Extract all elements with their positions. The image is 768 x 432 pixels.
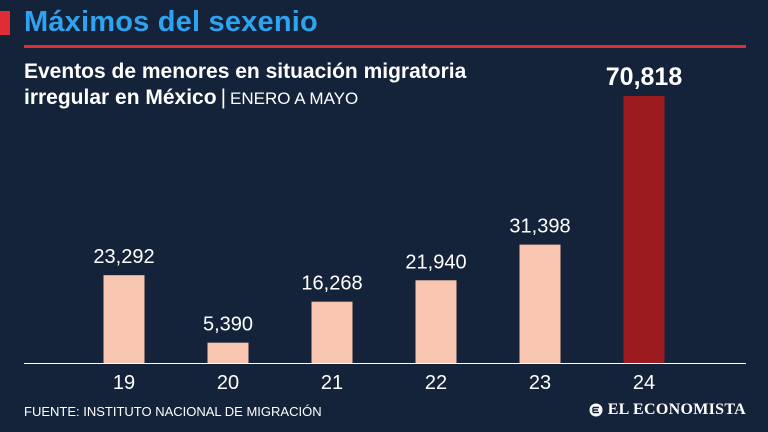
subtitle-separator: | [220, 86, 227, 109]
x-tick-label-20: 20 [217, 372, 239, 394]
data-label-19: 23,292 [93, 246, 154, 268]
subtitle-period: ENERO A MAYO [230, 89, 359, 108]
header-accent-bar [0, 11, 10, 35]
x-tick-label-24: 24 [633, 372, 655, 394]
bar-24 [623, 96, 665, 363]
x-tick-label-23: 23 [529, 372, 551, 394]
bar-21 [311, 301, 353, 363]
data-label-20: 5,390 [203, 314, 253, 336]
source-note: FUENTE: INSTITUTO NACIONAL DE MIGRACIÓN [24, 404, 322, 419]
bar-19 [103, 275, 145, 363]
brand-mark-icon [589, 403, 603, 417]
x-tick-label-22: 22 [425, 372, 447, 394]
chart-subtitle: Eventos de menores en situación migrator… [24, 59, 544, 112]
brand-name: EL ECONOMISTA [607, 401, 746, 418]
data-label-24: 70,818 [606, 63, 683, 91]
x-tick-label-21: 21 [321, 372, 343, 394]
bar-20 [207, 342, 249, 363]
data-label-22: 21,940 [405, 251, 466, 273]
subtitle-main: Eventos de menores en situación migrator… [24, 60, 467, 109]
bar-23 [519, 244, 561, 363]
header-rule [24, 45, 746, 48]
brand-logo: EL ECONOMISTA [589, 401, 746, 419]
data-label-21: 16,268 [301, 273, 362, 295]
headline: Máximos del sexenio [24, 6, 318, 38]
bar-22 [415, 280, 457, 363]
data-label-23: 31,398 [509, 216, 570, 238]
x-tick-label-19: 19 [113, 372, 135, 394]
